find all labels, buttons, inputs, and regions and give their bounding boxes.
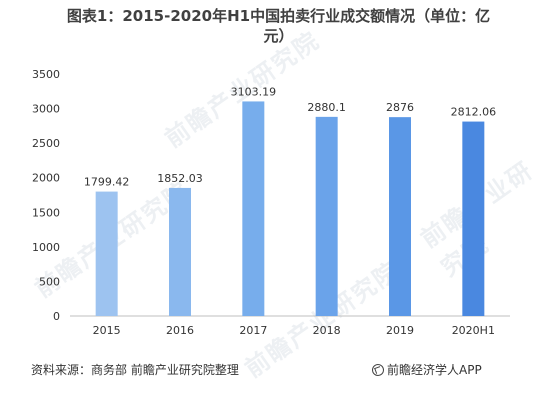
chart-title-line1: 图表1：2015-2020年H1中国拍卖行业成交额情况（单位：亿 <box>66 7 491 25</box>
y-tick-label: 3500 <box>32 68 60 81</box>
source-note: 资料来源：商务部 前瞻产业研究院整理 <box>31 363 239 377</box>
bar <box>169 187 191 316</box>
y-tick-label: 0 <box>53 310 60 323</box>
x-tick-label: 2019 <box>386 324 414 337</box>
bar-value-label: 1799.42 <box>84 176 130 189</box>
x-tick-label: 2015 <box>93 324 121 337</box>
y-tick-label: 500 <box>39 275 60 288</box>
x-tick-label: 2020H1 <box>452 324 495 337</box>
bar-value-label: 3103.19 <box>231 85 277 98</box>
bar <box>389 117 411 316</box>
brand-logo-icon <box>372 364 384 376</box>
bar-value-label: 1852.03 <box>157 172 203 185</box>
y-tick-label: 3000 <box>32 103 60 116</box>
x-tick-label: 2018 <box>313 324 341 337</box>
x-tick-label: 2017 <box>239 324 267 337</box>
y-tick-label: 1000 <box>32 241 60 254</box>
x-tick-label: 2016 <box>166 324 194 337</box>
bar <box>315 116 338 316</box>
y-tick-label: 2000 <box>32 172 60 185</box>
y-tick-label: 2500 <box>32 137 60 150</box>
y-tick-label: 1500 <box>32 206 60 219</box>
bar <box>95 191 118 316</box>
bar-value-label: 2880.1 <box>307 101 346 114</box>
bar-value-label: 2812.06 <box>451 106 497 119</box>
bar-value-label: 2876 <box>386 101 414 114</box>
brand-credit: 前瞻经济学人APP <box>372 361 482 378</box>
bar <box>462 121 485 317</box>
brand-name: 前瞻经济学人APP <box>387 363 482 377</box>
chart-title-line2: 元） <box>263 27 294 45</box>
bar <box>242 101 265 316</box>
chart-title: 图表1：2015-2020年H1中国拍卖行业成交额情况（单位：亿 元） <box>0 6 557 46</box>
